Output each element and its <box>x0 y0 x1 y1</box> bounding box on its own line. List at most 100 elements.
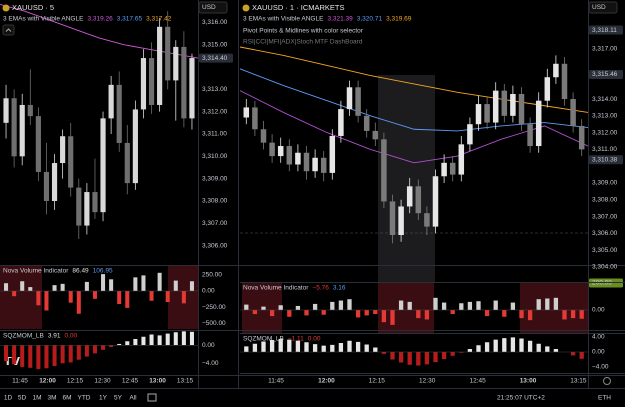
histogram-bar <box>553 297 559 311</box>
histogram-bar <box>20 281 25 291</box>
range-button[interactable]: YTD <box>78 395 91 402</box>
histogram-bar <box>141 275 146 291</box>
histogram-bar <box>527 340 533 353</box>
calendar-icon[interactable] <box>147 393 157 402</box>
y-tick-label: 3,312.00 <box>202 108 228 115</box>
legend-value: 3,319.69 <box>386 16 412 23</box>
histogram-bar <box>398 300 404 311</box>
candle-body <box>27 104 33 117</box>
histogram-bar <box>493 300 498 311</box>
legend-value: 86.49 <box>72 268 89 275</box>
histogram-bar <box>244 346 249 353</box>
histogram-bar <box>330 301 335 311</box>
candle-body <box>84 192 90 226</box>
time-label: 12:30 <box>419 378 436 385</box>
histogram-bar <box>84 281 89 291</box>
candle-body <box>406 186 413 207</box>
histogram-bar <box>117 291 122 304</box>
candle-body <box>518 94 525 125</box>
histogram-bar <box>338 343 344 353</box>
y-tick-label: 3,313.00 <box>592 113 618 120</box>
histogram-bar <box>450 352 455 356</box>
candle-body <box>329 135 336 173</box>
price-label-box <box>589 25 623 35</box>
range-button[interactable]: 1D <box>4 395 13 402</box>
histogram-bar <box>510 302 516 311</box>
candle-body <box>458 144 465 175</box>
y-tick-label: 3,304.00 <box>592 264 618 271</box>
histogram-bar <box>433 352 438 363</box>
zone <box>378 283 434 333</box>
histogram-bar <box>68 345 73 363</box>
range-button[interactable]: 5Y <box>114 395 123 402</box>
candle-body <box>173 46 179 81</box>
histogram-bar <box>467 349 473 353</box>
symbol-icon <box>2 4 10 12</box>
histogram-bar <box>287 339 292 353</box>
histogram-bar <box>579 352 584 359</box>
histogram-bar <box>390 310 395 325</box>
candle-body <box>432 176 439 227</box>
histogram-bar <box>536 299 541 311</box>
candle-body <box>338 109 344 136</box>
range-button[interactable]: 6M <box>62 395 71 402</box>
candle-body <box>415 186 422 214</box>
candle-body <box>260 129 267 143</box>
range-button[interactable]: 1Y <box>99 395 108 402</box>
candle-body <box>441 162 447 177</box>
y-tick-label: 0.00 <box>202 342 215 349</box>
histogram-bar <box>416 310 421 319</box>
histogram-bar <box>424 352 430 365</box>
legend-value: 106.95 <box>93 268 113 275</box>
candle-body <box>116 84 122 143</box>
candle-body <box>165 26 171 81</box>
y-tick-label: 3,306.00 <box>592 230 618 237</box>
session: ETH <box>598 395 611 402</box>
candle-body <box>346 87 353 110</box>
histogram-bar <box>36 291 41 306</box>
histogram-bar <box>484 310 490 317</box>
histogram-bar <box>157 335 162 346</box>
histogram-bar <box>484 342 490 353</box>
range-button[interactable]: 5D <box>18 395 27 402</box>
price-label: 3,318.11 <box>592 27 617 34</box>
histogram-bar <box>536 343 541 353</box>
histogram-bar <box>149 291 154 301</box>
legend-value: −5.76 <box>312 285 329 292</box>
histogram-bar <box>165 333 170 346</box>
range-button[interactable]: 1M <box>32 395 41 402</box>
histogram-bar <box>364 310 369 316</box>
decor: 𝗧𝗩 <box>0 0 625 389</box>
y-tick-label: 3,309.00 <box>202 175 228 182</box>
ema-line <box>0 4 199 59</box>
histogram-bar <box>493 339 498 353</box>
settings-icon[interactable] <box>603 377 611 385</box>
legend-value: 3.16 <box>333 285 346 292</box>
histogram-bar <box>450 310 455 315</box>
y-tick-label: 3,317.00 <box>592 45 618 52</box>
histogram-bar <box>244 304 249 311</box>
legend-value: 3,319.26 <box>87 16 113 23</box>
histogram-bar <box>476 345 481 353</box>
histogram-bar <box>510 337 516 353</box>
y-tick-label: −4.00 <box>202 360 219 367</box>
histogram-bar <box>278 338 283 353</box>
histogram-bar <box>467 301 473 311</box>
candle-body <box>295 152 301 165</box>
histogram-bar <box>28 287 33 291</box>
y-tick-label: 3,313.00 <box>202 86 228 93</box>
candle-body <box>132 109 138 184</box>
currency: USD <box>202 4 216 11</box>
histogram-bar <box>261 306 266 311</box>
candle-body <box>389 201 396 235</box>
collapse-button[interactable] <box>2 24 15 36</box>
range-button[interactable]: 3M <box>47 395 56 402</box>
time-label: 11:45 <box>12 378 28 385</box>
indicator-name: RSI|CCI|MFI|ADX|Stoch MTF DashBoard <box>243 39 363 46</box>
range-button[interactable]: All <box>129 395 137 402</box>
histogram-bar <box>407 352 412 365</box>
candle-body <box>527 124 533 147</box>
histogram-bar <box>441 352 447 360</box>
candle-body <box>35 116 41 172</box>
candle-body <box>363 115 370 131</box>
